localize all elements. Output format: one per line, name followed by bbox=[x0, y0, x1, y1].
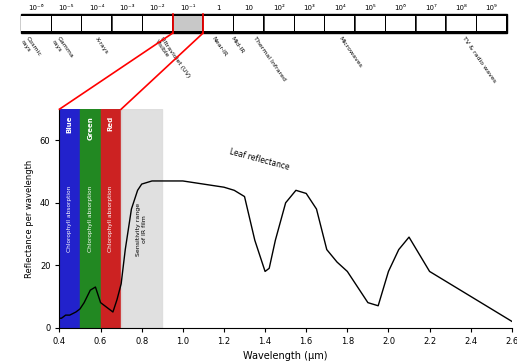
Bar bbox=[264, 16, 294, 31]
Bar bbox=[416, 16, 445, 31]
Text: 10⁻¹: 10⁻¹ bbox=[180, 5, 195, 11]
Bar bbox=[477, 16, 506, 31]
Bar bbox=[173, 16, 202, 31]
Y-axis label: Reflectance per wavelength: Reflectance per wavelength bbox=[25, 159, 34, 277]
Text: Chlorophyll absorption: Chlorophyll absorption bbox=[88, 185, 93, 252]
Bar bbox=[121, 109, 162, 328]
Bar bbox=[59, 109, 80, 328]
Bar bbox=[112, 16, 142, 31]
Text: 10²: 10² bbox=[273, 5, 285, 11]
Bar bbox=[80, 109, 101, 328]
Text: 10⁶: 10⁶ bbox=[394, 5, 406, 11]
Text: Sensitivity range
of IR film: Sensitivity range of IR film bbox=[136, 203, 147, 256]
Text: 10: 10 bbox=[244, 5, 253, 11]
Bar bbox=[21, 16, 51, 31]
Bar bbox=[234, 16, 263, 31]
Text: Chlorophyll absorption: Chlorophyll absorption bbox=[67, 185, 72, 252]
Bar bbox=[101, 109, 121, 328]
Text: 10⁻⁴: 10⁻⁴ bbox=[89, 5, 104, 11]
Text: TV & radio waves: TV & radio waves bbox=[461, 36, 497, 84]
Text: Microwaves: Microwaves bbox=[337, 36, 362, 69]
Bar bbox=[355, 16, 385, 31]
Bar bbox=[21, 14, 507, 33]
Bar bbox=[295, 16, 324, 31]
X-axis label: Wavelength (μm): Wavelength (μm) bbox=[244, 351, 328, 361]
Text: 10⁻⁶: 10⁻⁶ bbox=[28, 5, 43, 11]
Text: Mid-IR: Mid-IR bbox=[230, 36, 245, 55]
Text: 10⁵: 10⁵ bbox=[364, 5, 376, 11]
Text: 10⁴: 10⁴ bbox=[334, 5, 345, 11]
Text: 10³: 10³ bbox=[303, 5, 315, 11]
Text: Ultraviolet (UV)
Visible: Ultraviolet (UV) Visible bbox=[154, 36, 191, 82]
Text: X-rays: X-rays bbox=[94, 36, 110, 55]
Text: Blue: Blue bbox=[67, 116, 73, 133]
Text: 10⁷: 10⁷ bbox=[425, 5, 436, 11]
Text: 1: 1 bbox=[216, 5, 220, 11]
Text: Green: Green bbox=[87, 116, 93, 139]
Bar bbox=[447, 16, 476, 31]
Text: Near-IR: Near-IR bbox=[210, 36, 228, 58]
Text: 10⁻²: 10⁻² bbox=[149, 5, 165, 11]
Text: Red: Red bbox=[108, 116, 114, 131]
Text: Chlorophyll absorption: Chlorophyll absorption bbox=[109, 185, 113, 252]
Bar bbox=[82, 16, 111, 31]
Bar bbox=[386, 16, 415, 31]
Bar bbox=[203, 16, 233, 31]
Bar bbox=[325, 16, 354, 31]
Bar bbox=[52, 16, 81, 31]
Bar bbox=[143, 16, 172, 31]
Text: Leaf reflectance: Leaf reflectance bbox=[228, 147, 290, 171]
Text: 10⁻³: 10⁻³ bbox=[119, 5, 135, 11]
Text: Gamma
rays: Gamma rays bbox=[51, 36, 74, 62]
Text: 10⁻⁵: 10⁻⁵ bbox=[58, 5, 74, 11]
Text: 10⁹: 10⁹ bbox=[485, 5, 497, 11]
Text: 10⁸: 10⁸ bbox=[455, 5, 467, 11]
Text: Thermal Infrared: Thermal Infrared bbox=[252, 36, 286, 82]
Text: Cosmic
rays: Cosmic rays bbox=[20, 36, 41, 61]
